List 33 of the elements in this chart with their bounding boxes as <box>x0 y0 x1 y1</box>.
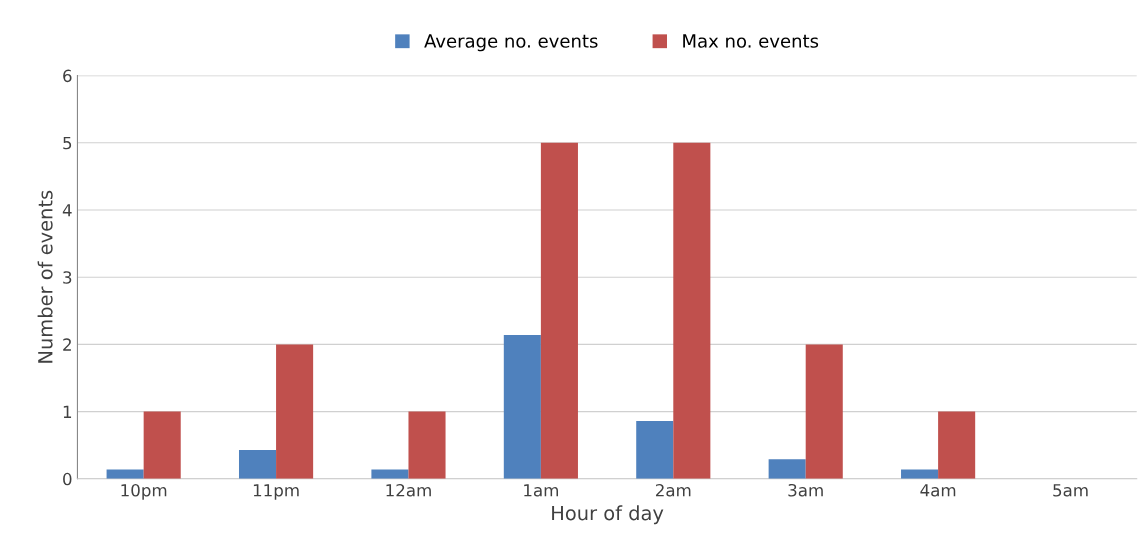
bar <box>503 334 541 479</box>
bar <box>901 469 939 479</box>
y-tick-label: 5 <box>63 136 72 150</box>
bar <box>238 449 277 479</box>
bar <box>371 469 409 479</box>
y-axis-title: Number of events <box>37 190 53 363</box>
bar <box>673 142 711 479</box>
bar <box>938 411 976 479</box>
legend-label: Max no. events <box>683 34 819 48</box>
x-tick-label: 4am <box>920 484 956 497</box>
bar <box>636 421 674 479</box>
y-tick-label: 0 <box>63 472 72 486</box>
bar <box>768 459 806 479</box>
x-tick-label: 2am <box>655 483 691 497</box>
bar <box>276 344 314 479</box>
x-tick-label: 5am <box>1053 484 1088 497</box>
legend-label: Average no. events <box>424 34 598 52</box>
y-tick-label: 3 <box>63 271 72 284</box>
y-tick-label: 1 <box>63 405 72 418</box>
y-tick-label: 2 <box>63 338 71 351</box>
bar <box>805 344 843 479</box>
x-tick-label: 10pm <box>121 483 167 500</box>
y-tick-label: 6 <box>63 69 72 83</box>
bar <box>408 411 446 479</box>
x-axis-title: Hour of day <box>552 505 664 525</box>
x-tick-label: 1am <box>524 484 558 497</box>
bar <box>540 142 578 479</box>
x-tick-label: 12am <box>386 483 431 497</box>
x-tick-label: 3am <box>788 483 823 497</box>
bar <box>106 469 144 479</box>
bar <box>143 411 181 479</box>
x-tick-label: 11pm <box>253 484 299 500</box>
y-tick-label: 4 <box>62 204 72 217</box>
